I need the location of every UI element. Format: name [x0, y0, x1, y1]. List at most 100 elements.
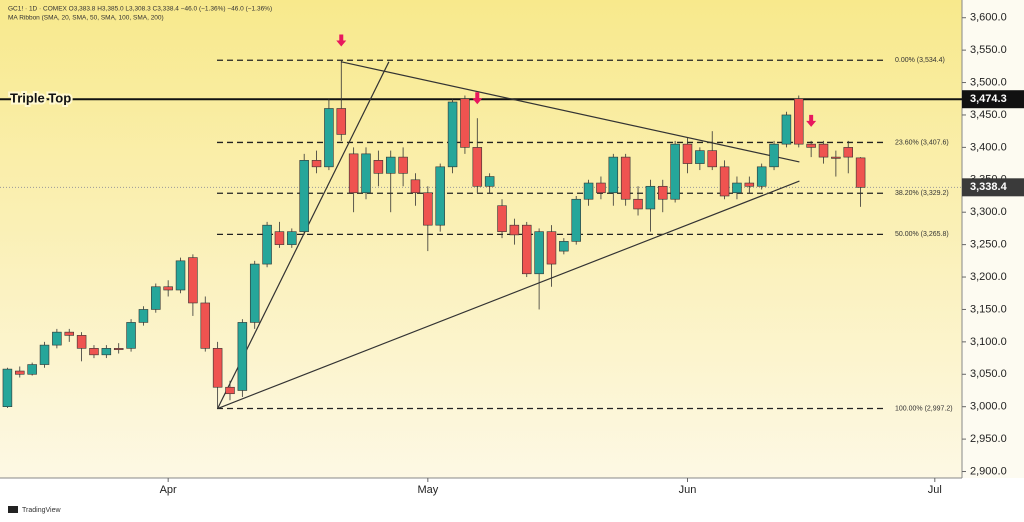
candle-body [818, 143, 829, 158]
candle-body [311, 160, 322, 168]
candle-body [385, 156, 396, 174]
y-tick-label: 3,200.0 [970, 271, 1007, 283]
candle-body [89, 348, 99, 356]
y-tick-label: 3,300.0 [970, 206, 1007, 218]
candle-body [126, 322, 136, 349]
peak-arrow [472, 92, 483, 105]
candle-body [719, 166, 730, 197]
candle-body [447, 101, 458, 168]
fib-label: 100.00% (2,997.2) [895, 405, 953, 412]
trendline [341, 61, 800, 163]
peak-arrow [806, 114, 817, 127]
fib-label: 23.60% (3,407.6) [895, 139, 949, 146]
y-tick-label: 3,000.0 [970, 401, 1007, 413]
candle-body [608, 156, 619, 194]
candle-body [299, 160, 309, 232]
candle-body [138, 309, 149, 323]
y-tick-label: 3,550.0 [970, 44, 1007, 56]
candle-body [27, 364, 37, 375]
candle-body [732, 182, 742, 194]
candle-body [101, 348, 112, 356]
price-tag-label: 3,474.3 [970, 93, 1007, 105]
candle-body [274, 231, 285, 245]
candle-body [15, 370, 25, 375]
candle-body [76, 335, 87, 349]
y-tick-label: 2,900.0 [970, 465, 1007, 477]
candle-body [546, 231, 557, 265]
candle-body [188, 257, 198, 304]
peak-arrow [336, 34, 347, 47]
candle-body [460, 98, 470, 148]
candle-body [559, 241, 569, 252]
candle-body [410, 179, 421, 194]
indicator: MA Ribbon (SMA, 20, SMA, 50, SMA, 100, S… [8, 15, 164, 22]
candle-body [855, 157, 866, 188]
brand-logo [8, 506, 18, 513]
x-tick-label: May [417, 484, 438, 496]
candle-body [484, 176, 495, 187]
candle-body [163, 286, 173, 291]
candle-body [781, 114, 792, 145]
fib-label: 38.20% (3,329.2) [895, 190, 949, 197]
x-tick-label: Apr [160, 484, 177, 496]
candle-body [707, 150, 717, 168]
y-tick-label: 3,250.0 [970, 239, 1007, 251]
price-tag [962, 178, 1024, 197]
y-tick-label: 3,050.0 [970, 368, 1007, 380]
price-axis [962, 0, 1024, 478]
candle-body [361, 153, 371, 194]
candle-body [249, 263, 260, 323]
brand: TradingView [22, 507, 61, 514]
candle-body [52, 331, 62, 346]
candle-body [64, 331, 74, 336]
y-tick-label: 3,400.0 [970, 141, 1007, 153]
candle-body [620, 156, 631, 200]
candle-body [151, 286, 161, 310]
y-tick-label: 2,950.0 [970, 433, 1007, 445]
candle-body [2, 368, 13, 407]
y-tick-label: 3,500.0 [970, 76, 1007, 88]
candle-body [645, 185, 656, 210]
candle-body [658, 185, 668, 200]
candle-body [794, 98, 804, 145]
candle-body [225, 386, 235, 395]
candle-body [571, 198, 581, 242]
candle-body [398, 156, 408, 174]
candle-body [423, 192, 433, 226]
candle-body [695, 150, 705, 164]
candle-body [113, 348, 124, 350]
x-tick-label: Jun [679, 484, 697, 496]
candle-body [509, 224, 520, 236]
candle-body [324, 108, 334, 168]
x-tick-label: Jul [928, 484, 942, 496]
candle-body [843, 147, 853, 158]
resistance-name: Triple Top [10, 91, 71, 106]
candle-body [596, 182, 606, 194]
candle-body [769, 143, 779, 168]
candle-body [521, 224, 532, 275]
candle-body [831, 156, 841, 159]
y-tick-label: 3,600.0 [970, 12, 1007, 24]
fib-label: 0.00% (3,534.4) [895, 57, 945, 64]
candle-body [534, 231, 544, 275]
candle-body [200, 302, 211, 349]
candle-body [262, 224, 272, 265]
candle-body [237, 322, 248, 391]
candle-body [670, 143, 680, 200]
candle-body [39, 344, 50, 365]
candle-body [373, 160, 384, 174]
candle-body [175, 260, 186, 291]
candle-body [806, 143, 816, 148]
candle-body [212, 348, 223, 388]
candle-body [633, 198, 643, 210]
candle-body [744, 182, 755, 187]
candle-body [435, 166, 445, 226]
candle-body [348, 153, 359, 194]
candle-body [497, 205, 507, 232]
plot-background [0, 0, 962, 478]
price-tag [962, 90, 1024, 109]
y-tick-label: 3,450.0 [970, 109, 1007, 121]
candle-body [472, 147, 483, 187]
header: GC1! · 1D · COMEX O3,383.8 H3,385.0 L3,3… [8, 6, 272, 13]
